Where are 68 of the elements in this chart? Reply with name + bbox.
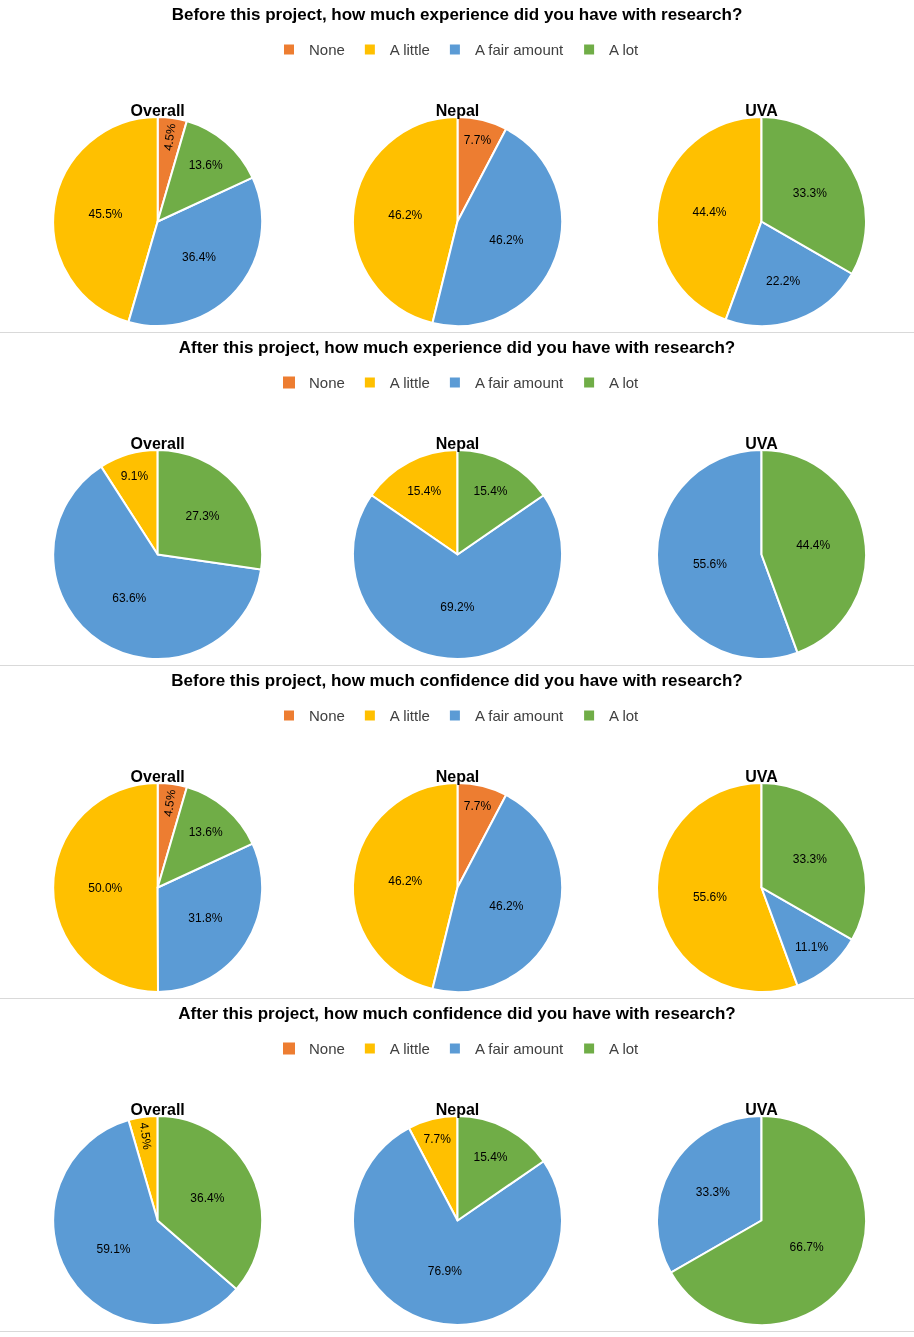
chart-title: Nepal	[435, 435, 479, 452]
data-label: 13.6%	[188, 158, 223, 173]
legend-label: A little	[389, 374, 430, 392]
data-label: 9.1%	[120, 469, 149, 484]
data-label: 11.1%	[795, 940, 829, 955]
data-label: 76.9%	[427, 1264, 462, 1279]
data-label: 15.4%	[473, 1150, 508, 1165]
chart-subtitle: Before this project, how much experience did you have with research?	[171, 5, 743, 25]
data-label: 13.6%	[188, 824, 224, 839]
legend-label: A fair amount	[474, 707, 565, 725]
data-label: 46.2%	[387, 208, 423, 223]
chart-title: UVA	[745, 102, 779, 119]
data-label: 44.4%	[796, 538, 831, 553]
text: Overall	[130, 768, 185, 785]
data-label: 36.4%	[181, 250, 217, 265]
legend-label: A little	[389, 41, 430, 59]
data-label: 22.2%	[766, 274, 801, 289]
data-label: 46.2%	[489, 233, 524, 248]
chart-subtitle: Before this project, how much confidence did you have with research?	[171, 671, 743, 691]
data-label: 36.4%	[190, 1190, 225, 1205]
legend-label: A fair amount	[474, 41, 565, 59]
chart-title: UVA	[745, 768, 779, 785]
data-label: 55.6%	[693, 556, 728, 571]
chart-title: Nepal	[435, 768, 479, 785]
data-label: 4.5%	[136, 1121, 155, 1151]
legend-label: A fair amount	[474, 1040, 565, 1058]
chart-title: Nepal	[435, 102, 479, 119]
data-label: 33.3%	[793, 186, 828, 201]
legend-label: A lot	[609, 1040, 640, 1058]
data-label: 7.7%	[463, 132, 492, 147]
data-label: 7.7%	[423, 1131, 451, 1146]
data-label: 4.5%	[160, 788, 179, 818]
data-label: 46.2%	[489, 899, 524, 914]
legend-label: A fair amount	[474, 374, 565, 392]
chart-title: UVA	[745, 1101, 779, 1118]
chart-title: Nepal	[435, 1101, 479, 1118]
legend-label: None	[309, 41, 345, 59]
data-label: 55.6%	[693, 889, 728, 904]
data-label: 15.4%	[473, 484, 508, 499]
data-label: 44.4%	[692, 205, 728, 220]
data-label: 66.7%	[789, 1239, 825, 1254]
data-label: 50.0%	[88, 880, 123, 895]
legend-label: A little	[389, 707, 430, 725]
legend-label: A lot	[609, 374, 640, 392]
data-label: 46.2%	[387, 874, 423, 889]
data-label: 27.3%	[185, 508, 220, 523]
data-label: 33.3%	[696, 1185, 731, 1200]
data-label: 45.5%	[88, 207, 123, 222]
chart-title: UVA	[745, 435, 779, 452]
legend-label: A little	[389, 1040, 430, 1058]
data-label: 69.2%	[439, 599, 475, 614]
data-label: 7.7%	[463, 798, 492, 813]
chart-subtitle: After this project, how much confidence did you have with research?	[178, 1004, 736, 1024]
legend-label: A lot	[609, 707, 640, 725]
legend-label: A lot	[609, 41, 640, 59]
legend-label: None	[309, 1040, 345, 1058]
text: Overall	[130, 435, 185, 452]
data-label: 4.5%	[160, 122, 179, 152]
legend-label: None	[309, 374, 345, 392]
data-label: 63.6%	[112, 591, 147, 606]
data-label: 59.1%	[96, 1241, 131, 1256]
text: Overall	[130, 102, 185, 119]
data-label: 31.8%	[188, 911, 223, 926]
text: Overall	[130, 1101, 185, 1118]
legend-label: None	[309, 707, 345, 725]
data-label: 33.3%	[793, 852, 828, 867]
chart-subtitle: After this project, how much experience did you have with research?	[178, 338, 736, 358]
data-label: 15.4%	[406, 484, 442, 499]
